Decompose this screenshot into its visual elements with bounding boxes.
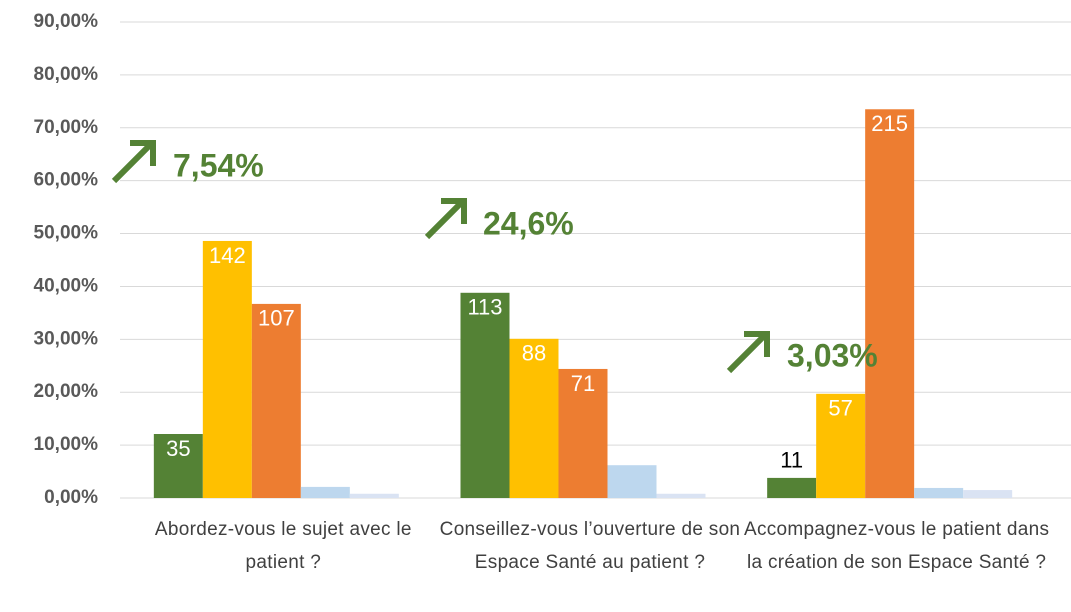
x-tick-label: Abordez-vous le sujet avec le patient ? [154,519,412,573]
bar [251,303,301,498]
y-tick-label: 30,00% [34,328,99,349]
annotation: 7,54% [173,147,264,183]
x-tick-label: Conseillez-vous l’ouverture de son Espac… [439,519,741,573]
y-tick-label: 50,00% [34,223,99,244]
y-tick-label: 90,00% [34,11,99,32]
y-tick-label: 80,00% [34,64,99,85]
bar [816,393,866,498]
bars [153,109,1013,499]
bar [558,368,608,498]
data-label: 11 [780,448,803,473]
bar [509,338,559,498]
y-tick-label: 40,00% [34,275,99,296]
y-tick-label: 60,00% [34,170,99,191]
bar [914,487,964,498]
y-tick-label: 20,00% [34,381,99,402]
data-label: 113 [467,295,502,320]
annotation: 3,03% [787,337,878,373]
data-label: 215 [871,111,908,136]
data-label: 71 [571,371,595,396]
bar [349,493,399,498]
bar [460,292,510,498]
bar [865,109,915,499]
annotation: 24,6% [483,205,574,241]
bar [963,490,1013,498]
data-label: 107 [258,306,295,331]
bar [202,240,252,498]
data-label: 88 [522,341,546,366]
y-tick-label: 10,00% [34,434,99,455]
bar [300,486,350,498]
arrow [726,331,770,374]
data-label: 57 [828,396,852,421]
bar [153,434,203,498]
y-tick-label: 70,00% [34,117,99,138]
bar [656,493,706,498]
data-label: 142 [209,243,246,268]
arrow [111,140,156,184]
y-tick-label: 0,00% [44,487,98,508]
data-label: 35 [166,436,190,461]
arrow [424,198,467,240]
x-tick-label: Accompagnez-vous le patient dans la créa… [743,519,1050,573]
bar [607,465,657,498]
bar [767,477,817,498]
